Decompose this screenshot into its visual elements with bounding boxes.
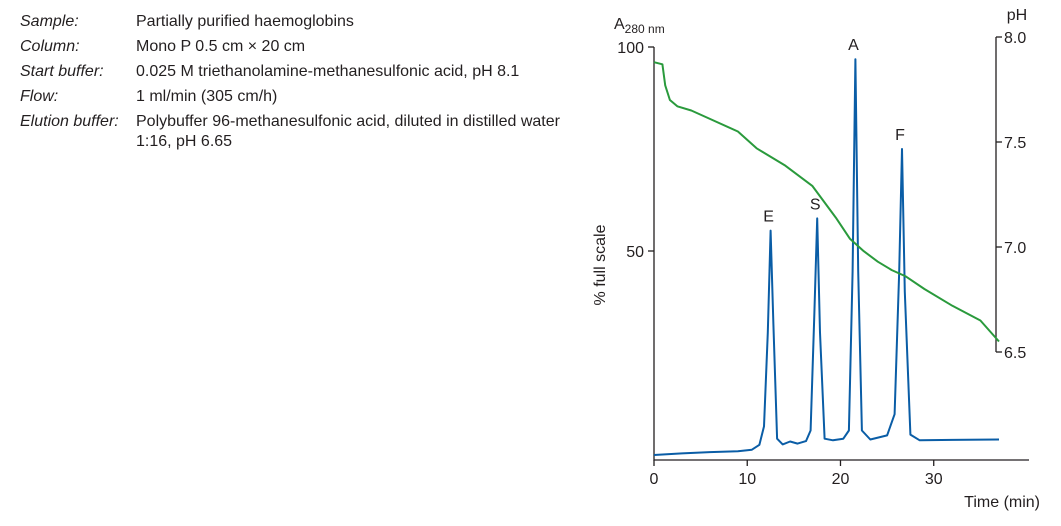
- right-tick-label: 7.5: [1004, 135, 1026, 152]
- method-info: Sample: Partially purified haemoglobins …: [20, 12, 580, 157]
- info-value: 0.025 M triethanolamine-methanesulfonic …: [136, 63, 520, 80]
- left-tick-label: 50: [626, 244, 644, 261]
- chart-axes: 50 100 6.5 7.0 7.5 8.0 0 10 20 30 A280 nm % full sc…: [592, 7, 1040, 511]
- left-tick-label: 100: [617, 40, 644, 57]
- info-label: Flow:: [20, 88, 59, 105]
- right-tick-label: 8.0: [1004, 30, 1026, 47]
- info-label: Elution buffer:: [20, 113, 119, 130]
- x-tick-label: 10: [738, 471, 756, 488]
- right-axis-label: pH: [1007, 7, 1027, 24]
- peak-label-e: E: [763, 209, 774, 226]
- peak-label-a: A: [848, 37, 859, 54]
- info-label: Sample:: [20, 13, 79, 30]
- info-value: 1 ml/min (305 cm/h): [136, 88, 278, 105]
- info-row-start-buffer: Start buffer: 0.025 M triethanolamine-me…: [20, 62, 580, 82]
- info-value: Mono P 0.5 cm × 20 cm: [136, 38, 306, 55]
- x-tick-label: 20: [832, 471, 850, 488]
- left-and-bottom-axis-line: [653, 47, 1029, 461]
- x-tick-label: 30: [925, 471, 943, 488]
- x-tick-label: 0: [650, 471, 659, 488]
- info-label: Column:: [20, 38, 80, 55]
- info-label: Start buffer:: [20, 63, 104, 80]
- chart-series: [653, 58, 1000, 456]
- info-value: Partially purified haemoglobins: [136, 13, 354, 30]
- peak-label-f: F: [895, 127, 905, 144]
- right-tick-label: 6.5: [1004, 345, 1026, 362]
- info-value: Polybuffer 96-methanesulfonic acid, dilu…: [136, 113, 560, 150]
- info-row-flow: Flow: 1 ml/min (305 cm/h): [20, 87, 580, 107]
- left-axis-label: A280 nm: [614, 16, 665, 36]
- info-row-sample: Sample: Partially purified haemoglobins: [20, 12, 580, 32]
- peak-label-s: S: [810, 196, 821, 213]
- right-tick-label: 7.0: [1004, 240, 1026, 257]
- ph-gradient-line: [653, 61, 1000, 343]
- absorbance-line: [653, 58, 1000, 456]
- chart-labels: E S A F: [763, 37, 905, 225]
- left-axis-rotated-label: % full scale: [592, 224, 609, 305]
- x-axis-label: Time (min): [964, 494, 1040, 511]
- info-row-elution-buffer: Elution buffer: Polybuffer 96-methanesul…: [20, 112, 580, 152]
- info-row-column: Column: Mono P 0.5 cm × 20 cm: [20, 37, 580, 57]
